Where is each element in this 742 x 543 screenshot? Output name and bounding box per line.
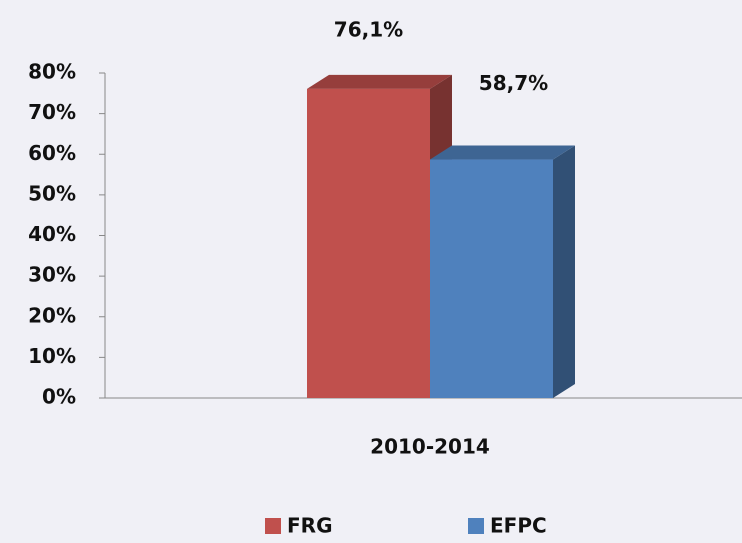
data-label: 76,1%: [334, 17, 403, 41]
legend-label: FRG: [287, 514, 332, 538]
bar-side: [553, 145, 575, 398]
legend-label: EFPC: [490, 514, 547, 538]
y-tick-label: 70%: [28, 100, 76, 124]
bar-front: [430, 159, 553, 398]
y-tick-label: 0%: [42, 385, 76, 409]
y-tick-label: 60%: [28, 141, 76, 165]
legend-swatch: [468, 518, 484, 534]
y-tick-label: 20%: [28, 303, 76, 327]
legend-swatch: [265, 518, 281, 534]
y-tick-label: 30%: [28, 263, 76, 287]
data-label: 58,7%: [479, 71, 548, 95]
x-tick-label: 2010-2014: [370, 435, 490, 459]
bar: [430, 145, 575, 398]
bar-top: [430, 145, 575, 160]
bar-front: [307, 88, 430, 398]
bar-top: [307, 74, 452, 89]
y-tick-label: 50%: [28, 181, 76, 205]
y-tick-label: 40%: [28, 222, 76, 246]
y-tick-label: 10%: [28, 344, 76, 368]
y-tick-label: 80%: [28, 60, 76, 84]
